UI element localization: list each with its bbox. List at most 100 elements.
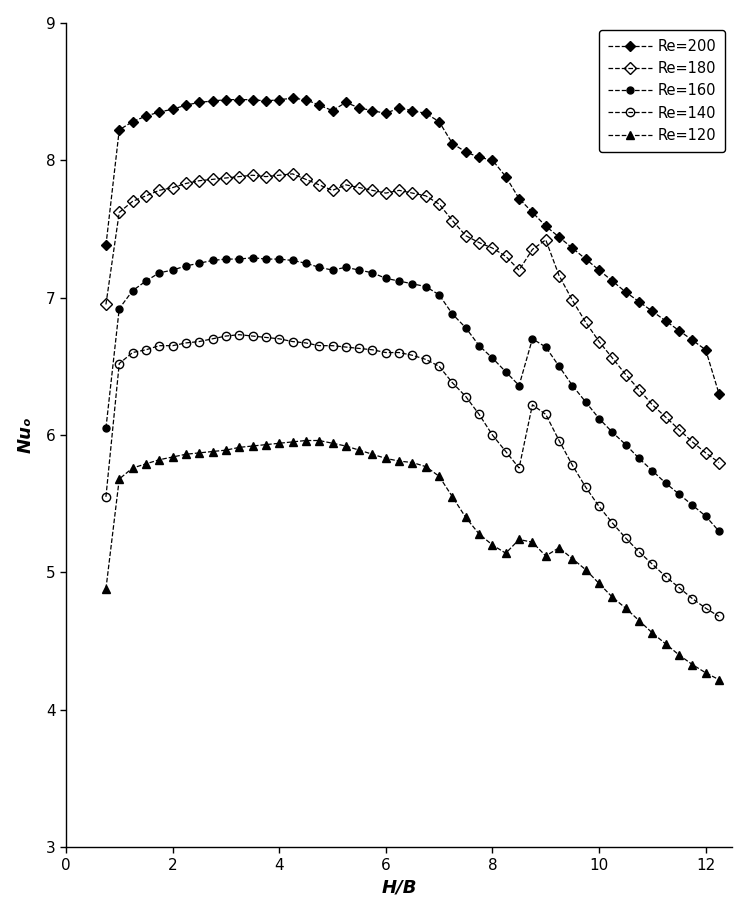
- Re=120: [155, 455, 164, 466]
- Re=160: [328, 265, 337, 276]
- Re=120: [288, 436, 297, 447]
- Re=160: [408, 278, 417, 289]
- Re=160: [554, 361, 563, 372]
- Re=140: [621, 532, 630, 543]
- Re=140: [595, 501, 604, 512]
- Re=140: [554, 435, 563, 446]
- Re=200: [234, 94, 243, 105]
- Re=120: [222, 445, 231, 456]
- Re=180: [368, 184, 377, 195]
- Re=120: [408, 457, 417, 468]
- Re=200: [688, 335, 697, 346]
- Re=180: [528, 244, 537, 255]
- Re=180: [381, 188, 390, 199]
- Re=200: [501, 171, 510, 182]
- Re=140: [222, 331, 231, 341]
- Re=120: [488, 540, 497, 551]
- Line: Re=180: Re=180: [102, 170, 724, 467]
- Re=120: [595, 578, 604, 589]
- Re=140: [301, 338, 310, 349]
- Re=140: [368, 344, 377, 355]
- Re=160: [421, 281, 430, 292]
- Re=120: [261, 439, 270, 450]
- Re=180: [342, 179, 351, 190]
- Re=120: [675, 649, 684, 660]
- Re=180: [715, 457, 724, 468]
- Re=120: [581, 564, 590, 575]
- Re=180: [208, 173, 217, 184]
- Re=120: [208, 446, 217, 457]
- Re=200: [301, 94, 310, 105]
- Re=140: [688, 593, 697, 604]
- Re=160: [248, 252, 257, 263]
- Re=160: [461, 322, 470, 333]
- Re=120: [181, 449, 190, 460]
- Re=120: [661, 638, 670, 649]
- Re=200: [128, 116, 137, 127]
- Re=140: [381, 347, 390, 358]
- Re=200: [342, 97, 351, 108]
- Re=180: [488, 243, 497, 254]
- Re=180: [675, 424, 684, 435]
- Re=200: [195, 97, 204, 108]
- Re=120: [701, 667, 710, 678]
- Re=180: [542, 235, 551, 246]
- Re=160: [475, 341, 484, 352]
- Re=120: [381, 453, 390, 464]
- Re=140: [288, 336, 297, 347]
- Re=140: [488, 429, 497, 440]
- Re=200: [434, 116, 443, 127]
- Re=140: [608, 518, 617, 529]
- Re=160: [715, 526, 724, 537]
- X-axis label: H/B: H/B: [381, 878, 417, 897]
- Re=180: [115, 207, 124, 218]
- Re=180: [168, 182, 177, 193]
- Re=180: [248, 170, 257, 181]
- Re=160: [222, 254, 231, 265]
- Re=140: [528, 399, 537, 410]
- Re=200: [715, 388, 724, 399]
- Re=160: [128, 285, 137, 296]
- Re=200: [208, 96, 217, 107]
- Re=200: [381, 108, 390, 119]
- Re=180: [355, 182, 364, 193]
- Re=160: [595, 413, 604, 424]
- Re=140: [248, 331, 257, 341]
- Re=160: [568, 380, 577, 391]
- Re=200: [142, 110, 151, 121]
- Re=160: [355, 265, 364, 276]
- Re=200: [515, 194, 524, 205]
- Re=160: [181, 260, 190, 271]
- Re=160: [448, 309, 457, 320]
- Line: Re=120: Re=120: [102, 436, 724, 684]
- Re=180: [568, 295, 577, 306]
- Re=200: [581, 254, 590, 265]
- Re=180: [554, 270, 563, 281]
- Re=140: [275, 333, 284, 344]
- Re=140: [701, 603, 710, 614]
- Re=120: [634, 615, 643, 626]
- Re=160: [434, 289, 443, 300]
- Re=180: [395, 184, 404, 195]
- Re=160: [688, 499, 697, 510]
- Re=120: [461, 512, 470, 523]
- Re=140: [234, 330, 243, 341]
- Re=140: [434, 361, 443, 372]
- Re=200: [621, 287, 630, 298]
- Re=140: [501, 446, 510, 457]
- Re=120: [328, 437, 337, 448]
- Re=160: [581, 396, 590, 407]
- Re=160: [621, 439, 630, 450]
- Re=180: [155, 184, 164, 195]
- Re=160: [395, 276, 404, 287]
- Re=200: [448, 138, 457, 149]
- Re=180: [275, 170, 284, 181]
- Re=180: [315, 179, 324, 190]
- Re=140: [101, 491, 110, 502]
- Re=160: [488, 352, 497, 363]
- Re=160: [168, 265, 177, 276]
- Re=200: [275, 94, 284, 105]
- Re=160: [634, 453, 643, 464]
- Re=160: [501, 366, 510, 377]
- Re=120: [395, 456, 404, 467]
